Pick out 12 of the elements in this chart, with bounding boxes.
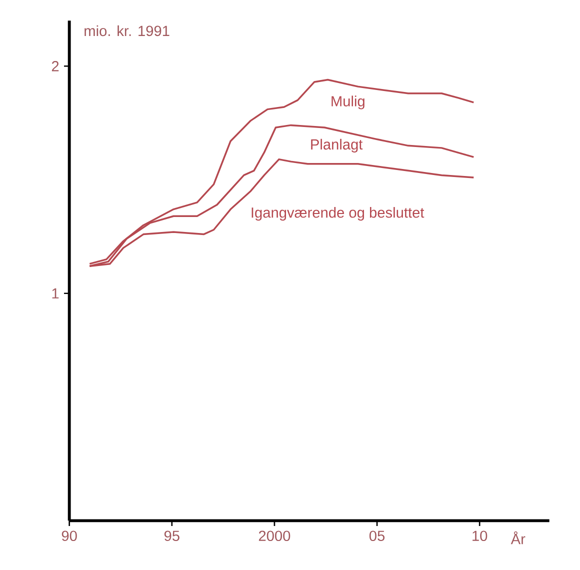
y-axis-title: mio. kr. 1991 — [84, 25, 170, 36]
y-tick-label: 2 — [52, 61, 59, 72]
series-label: Mulig — [332, 96, 364, 110]
x-tick-label: 90 — [62, 530, 77, 542]
x-tick-label: 2000 — [258, 530, 290, 542]
x-tick-label: 05 — [369, 530, 385, 542]
x-axis-title: År — [510, 531, 526, 544]
x-tick-label: 95 — [164, 530, 180, 542]
series-label: Igangværende og besluttet — [252, 207, 424, 221]
series-label: Planlagt — [311, 138, 363, 152]
y-tick-label: 1 — [52, 288, 59, 298]
x-tick-label: 10 — [472, 530, 488, 542]
